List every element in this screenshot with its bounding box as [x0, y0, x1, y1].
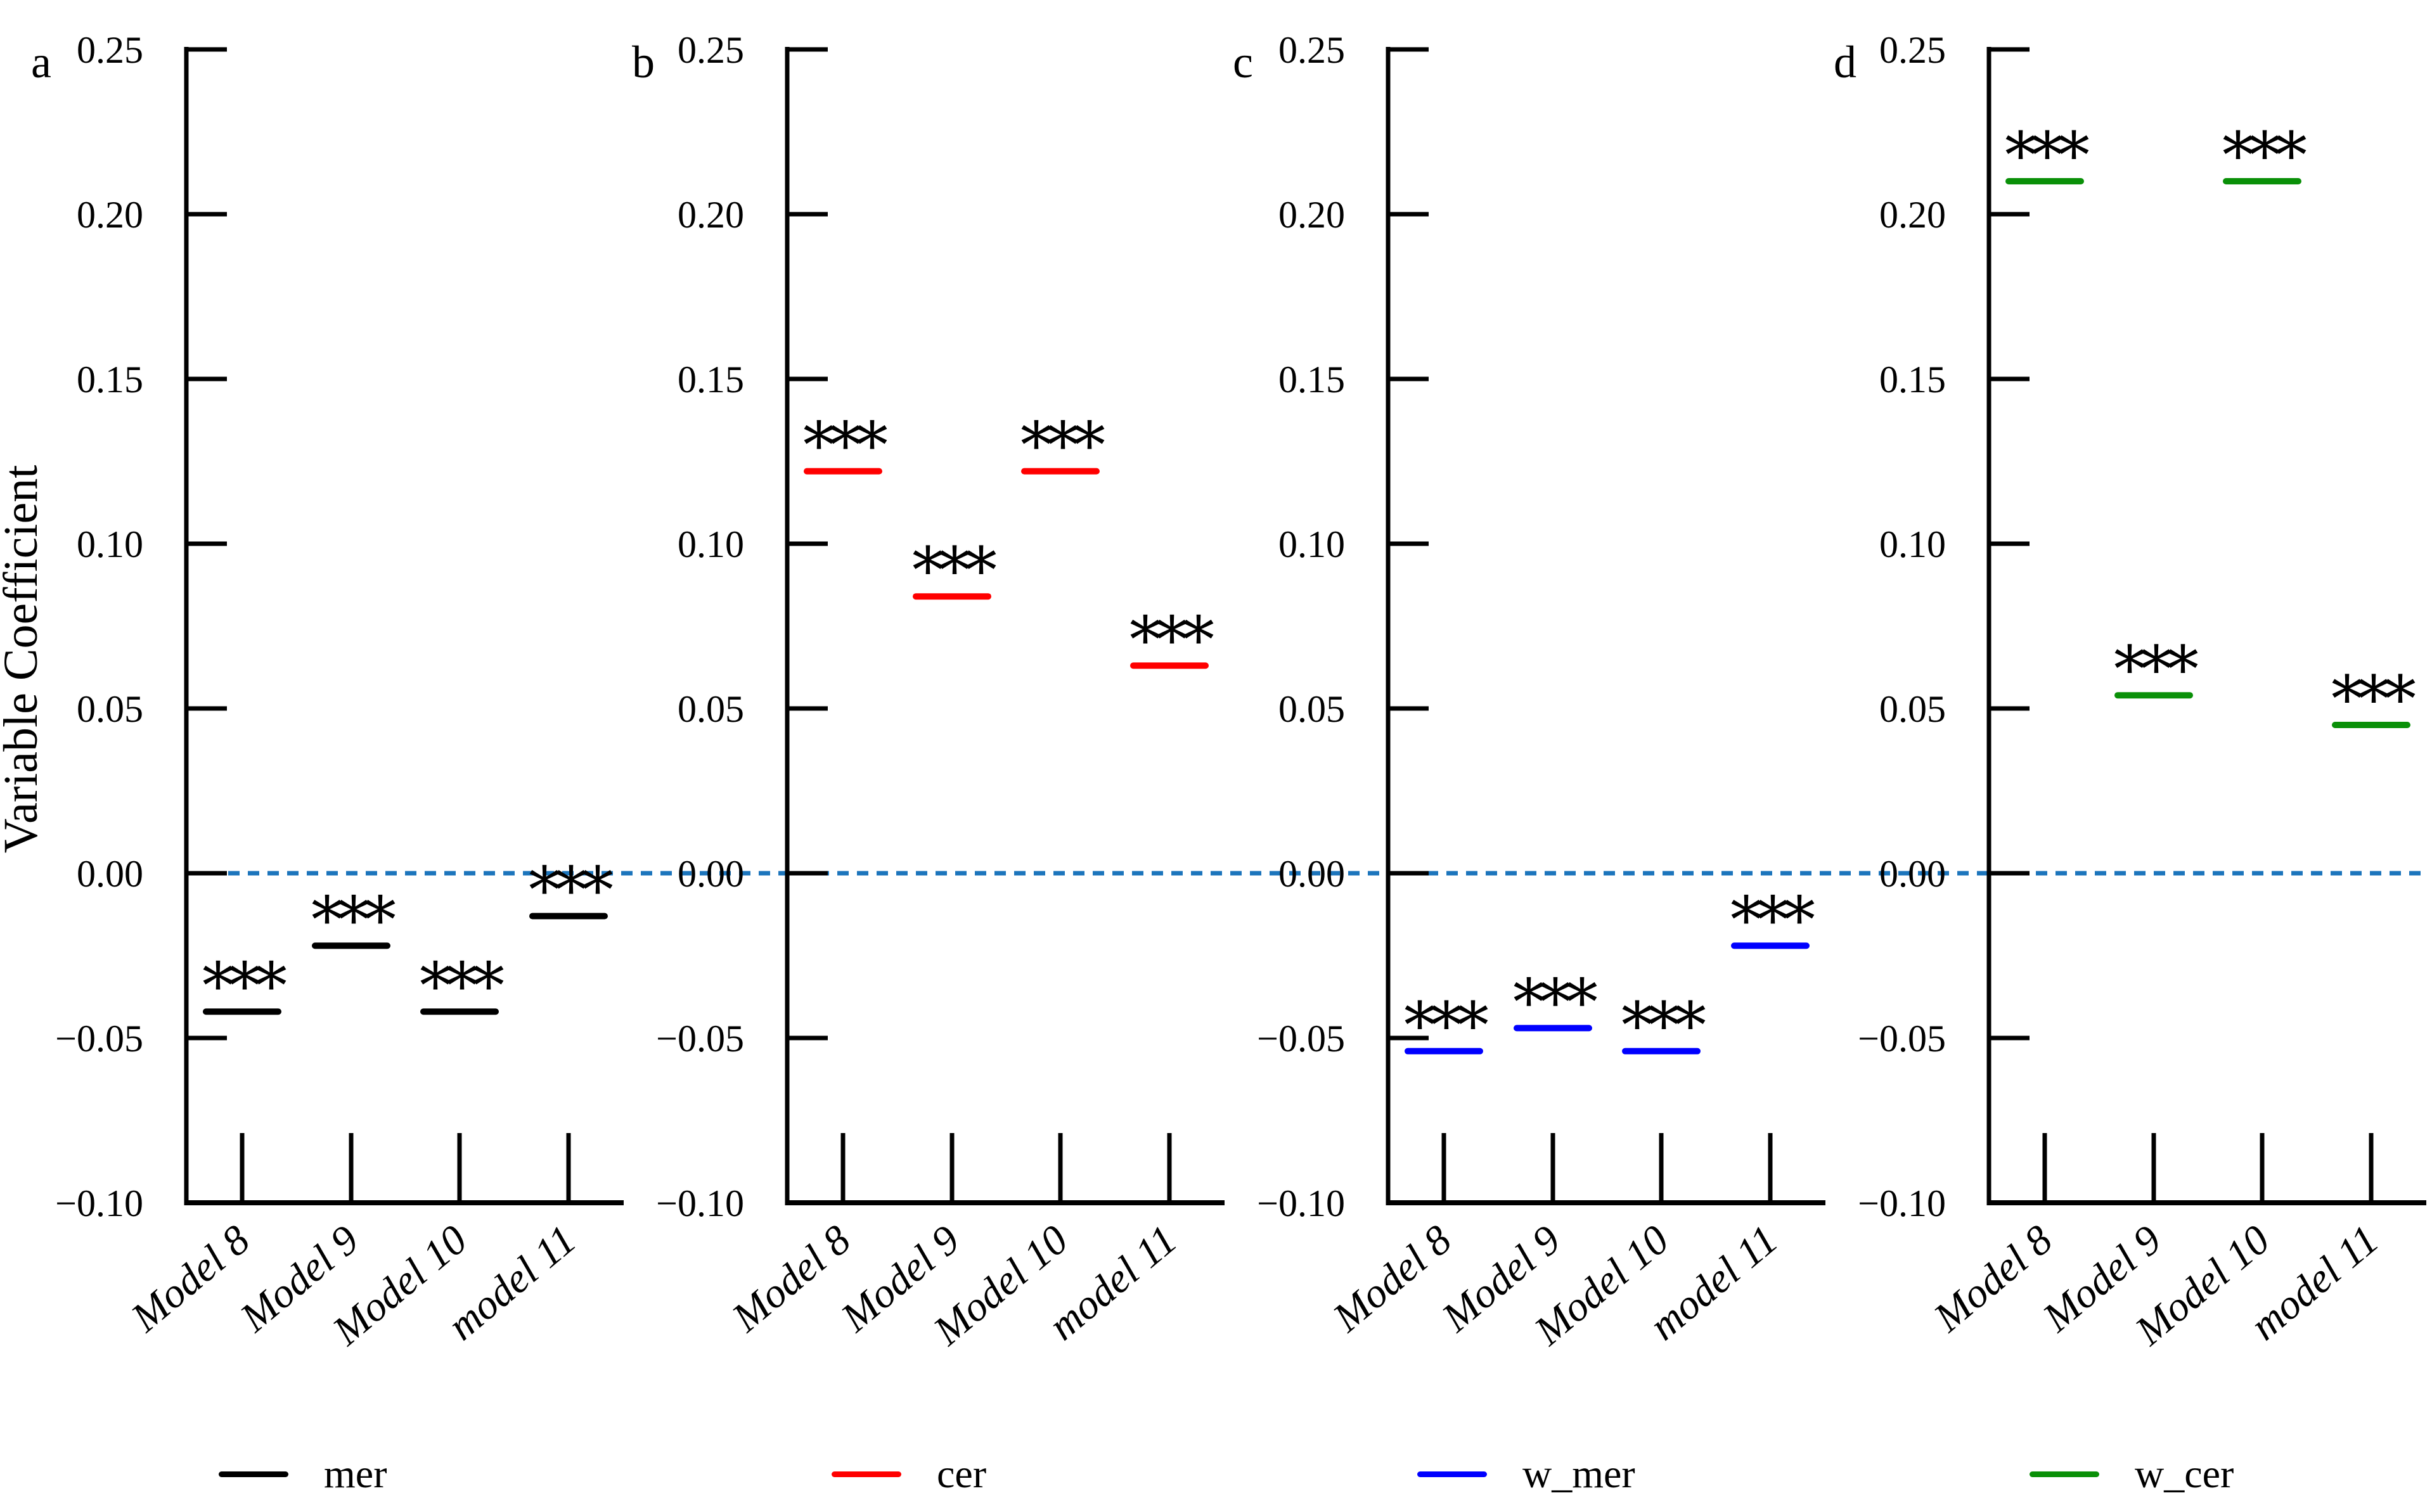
significance-stars: *** — [529, 854, 613, 928]
y-tick-label: 0.10 — [1879, 523, 1946, 565]
significance-stars: *** — [1730, 883, 1815, 957]
legend-dash-w_cer-icon — [2030, 1471, 2099, 1477]
legend-item-w_mer: w_mer — [1417, 1447, 1635, 1501]
y-tick-label: 0.15 — [77, 359, 143, 400]
significance-stars: *** — [311, 883, 396, 957]
y-tick-label: 0.00 — [1278, 853, 1345, 895]
significance-stars: *** — [1129, 603, 1214, 677]
panel-d: d 0.25 0.20 0.15 0.10 0.05 0.00 −0.05 −0.10Model… — [1834, 29, 2426, 1355]
significance-stars: *** — [1404, 989, 1488, 1063]
significance-stars: *** — [2114, 632, 2198, 707]
x-tick-label: Model 8 — [1925, 1217, 2061, 1342]
significance-stars: *** — [1621, 989, 1706, 1063]
y-tick-label: 0.15 — [1278, 359, 1345, 400]
significance-stars: *** — [2331, 662, 2416, 736]
y-tick-label: 0.15 — [678, 359, 744, 400]
legend-label-cer: cer — [937, 1451, 987, 1496]
significance-stars: *** — [912, 534, 996, 608]
significance-stars: *** — [803, 409, 887, 483]
y-tick-label: 0.05 — [1879, 688, 1946, 730]
y-tick-label: 0.20 — [77, 194, 143, 236]
y-tick-label: −0.10 — [1257, 1182, 1345, 1224]
y-tick-label: 0.00 — [1879, 853, 1946, 895]
legend-label-w_cer: w_cer — [2135, 1451, 2234, 1496]
legend-item-w_cer: w_cer — [2030, 1447, 2234, 1501]
y-tick-label: 0.00 — [678, 853, 744, 895]
y-tick-label: −0.05 — [1858, 1018, 1946, 1060]
y-tick-label: 0.10 — [678, 523, 744, 565]
y-tick-label: 0.25 — [1278, 29, 1345, 71]
legend: mer cer w_mer w_cer — [0, 1447, 2432, 1501]
y-tick-label: −0.10 — [55, 1182, 143, 1224]
panel-c: c 0.25 0.20 0.15 0.10 0.05 0.00 −0.05 −0.10Model… — [1233, 29, 1825, 1355]
legend-label-w_mer: w_mer — [1522, 1451, 1635, 1496]
significance-stars: *** — [2005, 119, 2089, 193]
y-tick-label: 0.00 — [77, 853, 143, 895]
significance-stars: *** — [420, 949, 504, 1023]
y-tick-label: 0.20 — [1879, 194, 1946, 236]
x-tick-label: Model 8 — [1324, 1217, 1460, 1342]
y-tick-label: −0.05 — [55, 1018, 143, 1060]
y-tick-label: −0.05 — [1257, 1018, 1345, 1060]
legend-dash-w_mer-icon — [1417, 1471, 1487, 1477]
y-tick-label: 0.25 — [77, 29, 143, 71]
y-tick-label: 0.20 — [1278, 194, 1345, 236]
y-tick-label: 0.20 — [678, 194, 744, 236]
legend-item-cer: cer — [832, 1447, 986, 1501]
legend-label-mer: mer — [324, 1451, 387, 1496]
panel-letter-c: c — [1233, 37, 1253, 87]
x-tick-label: Model 8 — [122, 1217, 259, 1342]
significance-stars: *** — [1513, 965, 1597, 1039]
y-tick-label: 0.05 — [1278, 688, 1345, 730]
y-axis-title: Variable Coefficient — [0, 465, 48, 854]
panel-a: a 0.25 0.20 0.15 0.10 0.05 0.00 −0.05 −0.10Model… — [31, 29, 624, 1355]
significance-stars: *** — [1020, 409, 1105, 483]
significance-stars: *** — [2222, 119, 2307, 193]
legend-item-mer: mer — [219, 1447, 387, 1501]
y-tick-label: 0.10 — [1278, 523, 1345, 565]
panel-letter-a: a — [31, 37, 51, 87]
y-tick-label: −0.10 — [1858, 1182, 1946, 1224]
y-tick-label: 0.25 — [678, 29, 744, 71]
legend-dash-mer-icon — [219, 1471, 288, 1477]
y-tick-label: 0.25 — [1879, 29, 1946, 71]
panel-b: b 0.25 0.20 0.15 0.10 0.05 0.00 −0.05 −0.10Model… — [632, 29, 1225, 1355]
y-tick-label: 0.05 — [77, 688, 143, 730]
panel-letter-b: b — [632, 37, 655, 87]
y-tick-label: 0.15 — [1879, 359, 1946, 400]
y-tick-label: −0.05 — [656, 1018, 744, 1060]
y-tick-label: 0.10 — [77, 523, 143, 565]
y-tick-label: 0.05 — [678, 688, 744, 730]
panel-letter-d: d — [1834, 37, 1856, 87]
y-tick-label: −0.10 — [656, 1182, 744, 1224]
significance-stars: *** — [202, 949, 286, 1023]
legend-dash-cer-icon — [832, 1471, 901, 1477]
x-tick-label: Model 8 — [723, 1217, 859, 1342]
